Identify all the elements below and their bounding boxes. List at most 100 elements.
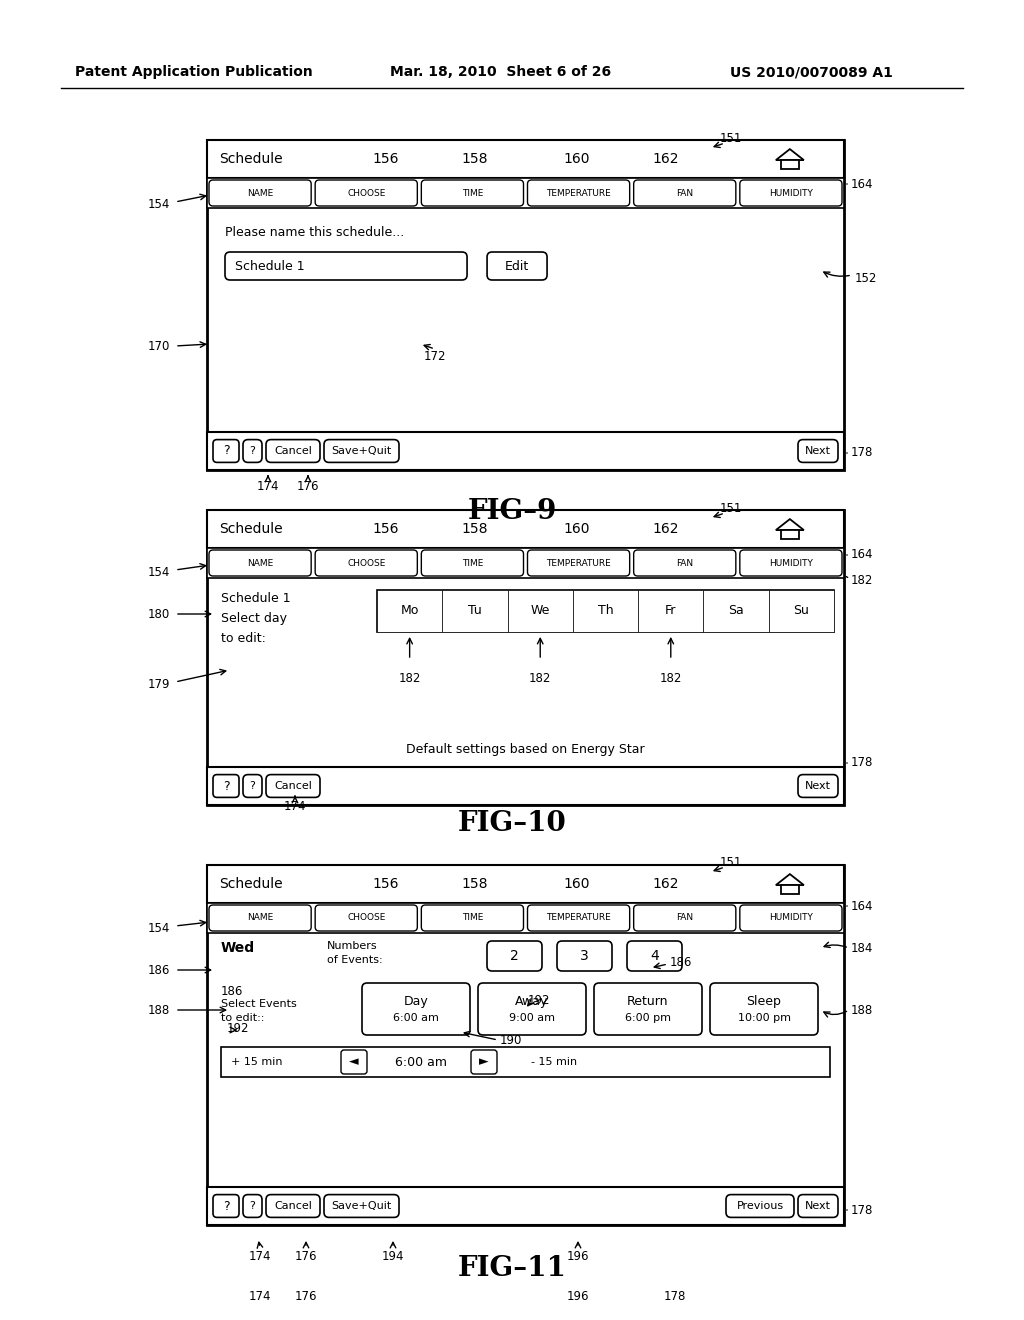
Text: Mar. 18, 2010  Sheet 6 of 26: Mar. 18, 2010 Sheet 6 of 26	[390, 65, 611, 79]
Text: 10:00 pm: 10:00 pm	[737, 1014, 791, 1023]
Text: 192: 192	[227, 1022, 250, 1035]
Text: Select Events: Select Events	[221, 999, 297, 1008]
Text: Schedule: Schedule	[219, 876, 283, 891]
FancyBboxPatch shape	[557, 941, 612, 972]
FancyBboxPatch shape	[421, 550, 523, 576]
Bar	[780, 160, 799, 169]
Text: Sleep: Sleep	[746, 995, 781, 1007]
FancyBboxPatch shape	[527, 550, 630, 576]
Text: ►: ►	[479, 1056, 488, 1068]
Bar	[377, 590, 442, 632]
Text: 182: 182	[398, 672, 421, 685]
FancyBboxPatch shape	[324, 440, 399, 462]
Text: 176: 176	[297, 480, 319, 492]
Text: 190: 190	[500, 1034, 522, 1047]
Bar	[572, 590, 638, 632]
Bar	[780, 531, 799, 539]
FancyBboxPatch shape	[213, 775, 239, 797]
Bar	[638, 590, 703, 632]
Text: 158: 158	[461, 876, 487, 891]
Text: 9:00 am: 9:00 am	[509, 1014, 555, 1023]
Bar	[207, 140, 844, 178]
Text: 6:00 am: 6:00 am	[395, 1056, 447, 1068]
FancyBboxPatch shape	[739, 550, 842, 576]
Text: Cancel: Cancel	[274, 446, 312, 455]
Text: 176: 176	[295, 1290, 317, 1303]
Text: 162: 162	[652, 876, 679, 891]
Bar	[207, 510, 844, 805]
Text: ?: ?	[222, 780, 229, 792]
Text: Away: Away	[515, 995, 549, 1007]
Text: 178: 178	[851, 756, 873, 770]
Text: 2: 2	[510, 949, 519, 964]
Text: 196: 196	[566, 1250, 589, 1263]
Text: Schedule: Schedule	[219, 152, 283, 166]
FancyBboxPatch shape	[362, 983, 470, 1035]
Text: 151: 151	[720, 132, 742, 144]
Bar	[207, 903, 844, 933]
Text: Sa: Sa	[728, 605, 744, 618]
Text: FAN: FAN	[676, 558, 693, 568]
Text: to edit::: to edit::	[221, 1012, 264, 1023]
Bar	[508, 590, 572, 632]
FancyBboxPatch shape	[487, 941, 542, 972]
Text: NAME: NAME	[247, 189, 273, 198]
FancyBboxPatch shape	[243, 775, 262, 797]
Text: 156: 156	[372, 876, 398, 891]
Text: US 2010/0070089 A1: US 2010/0070089 A1	[730, 65, 893, 79]
Text: Save+Quit: Save+Quit	[332, 446, 391, 455]
Text: TIME: TIME	[462, 913, 483, 923]
FancyBboxPatch shape	[710, 983, 818, 1035]
FancyBboxPatch shape	[324, 1195, 399, 1217]
Text: 172: 172	[424, 350, 446, 363]
Text: 192: 192	[528, 994, 551, 1006]
FancyBboxPatch shape	[471, 1049, 497, 1074]
Text: Next: Next	[805, 1201, 831, 1210]
Bar	[442, 590, 508, 632]
Bar	[207, 1187, 844, 1225]
Text: 3: 3	[581, 949, 589, 964]
Text: 6:00 am: 6:00 am	[393, 1014, 439, 1023]
Text: 186: 186	[147, 964, 170, 977]
Bar	[207, 178, 844, 209]
Text: Return: Return	[628, 995, 669, 1007]
FancyBboxPatch shape	[213, 440, 239, 462]
Text: 160: 160	[563, 152, 590, 166]
FancyBboxPatch shape	[421, 180, 523, 206]
Text: 182: 182	[659, 672, 682, 685]
Text: 188: 188	[147, 1003, 170, 1016]
Text: Previous: Previous	[736, 1201, 783, 1210]
FancyBboxPatch shape	[798, 1195, 838, 1217]
Text: 178: 178	[664, 1290, 686, 1303]
FancyBboxPatch shape	[739, 906, 842, 931]
Text: We: We	[530, 605, 550, 618]
Text: 162: 162	[652, 521, 679, 536]
FancyBboxPatch shape	[243, 440, 262, 462]
Text: ?: ?	[250, 446, 255, 455]
Text: TIME: TIME	[462, 558, 483, 568]
Text: 156: 156	[372, 521, 398, 536]
Text: 182: 182	[529, 672, 551, 685]
Text: 184: 184	[851, 941, 873, 954]
FancyBboxPatch shape	[478, 983, 586, 1035]
Text: FAN: FAN	[676, 189, 693, 198]
Bar	[207, 865, 844, 903]
Text: 154: 154	[147, 198, 170, 211]
FancyBboxPatch shape	[487, 252, 547, 280]
Text: Default settings based on Energy Star: Default settings based on Energy Star	[407, 742, 645, 755]
Text: Edit: Edit	[505, 260, 529, 272]
FancyBboxPatch shape	[315, 180, 418, 206]
Polygon shape	[776, 519, 804, 531]
Text: 151: 151	[720, 855, 742, 869]
Text: Patent Application Publication: Patent Application Publication	[75, 65, 312, 79]
Text: ?: ?	[222, 1200, 229, 1213]
FancyBboxPatch shape	[527, 180, 630, 206]
Text: ?: ?	[222, 445, 229, 458]
Text: - 15 min: - 15 min	[531, 1057, 578, 1067]
Text: 178: 178	[851, 446, 873, 459]
Text: HUMIDITY: HUMIDITY	[769, 913, 813, 923]
Bar	[780, 886, 799, 894]
Text: Day: Day	[403, 995, 428, 1007]
Text: FIG–9: FIG–9	[467, 498, 557, 525]
FancyBboxPatch shape	[315, 906, 418, 931]
